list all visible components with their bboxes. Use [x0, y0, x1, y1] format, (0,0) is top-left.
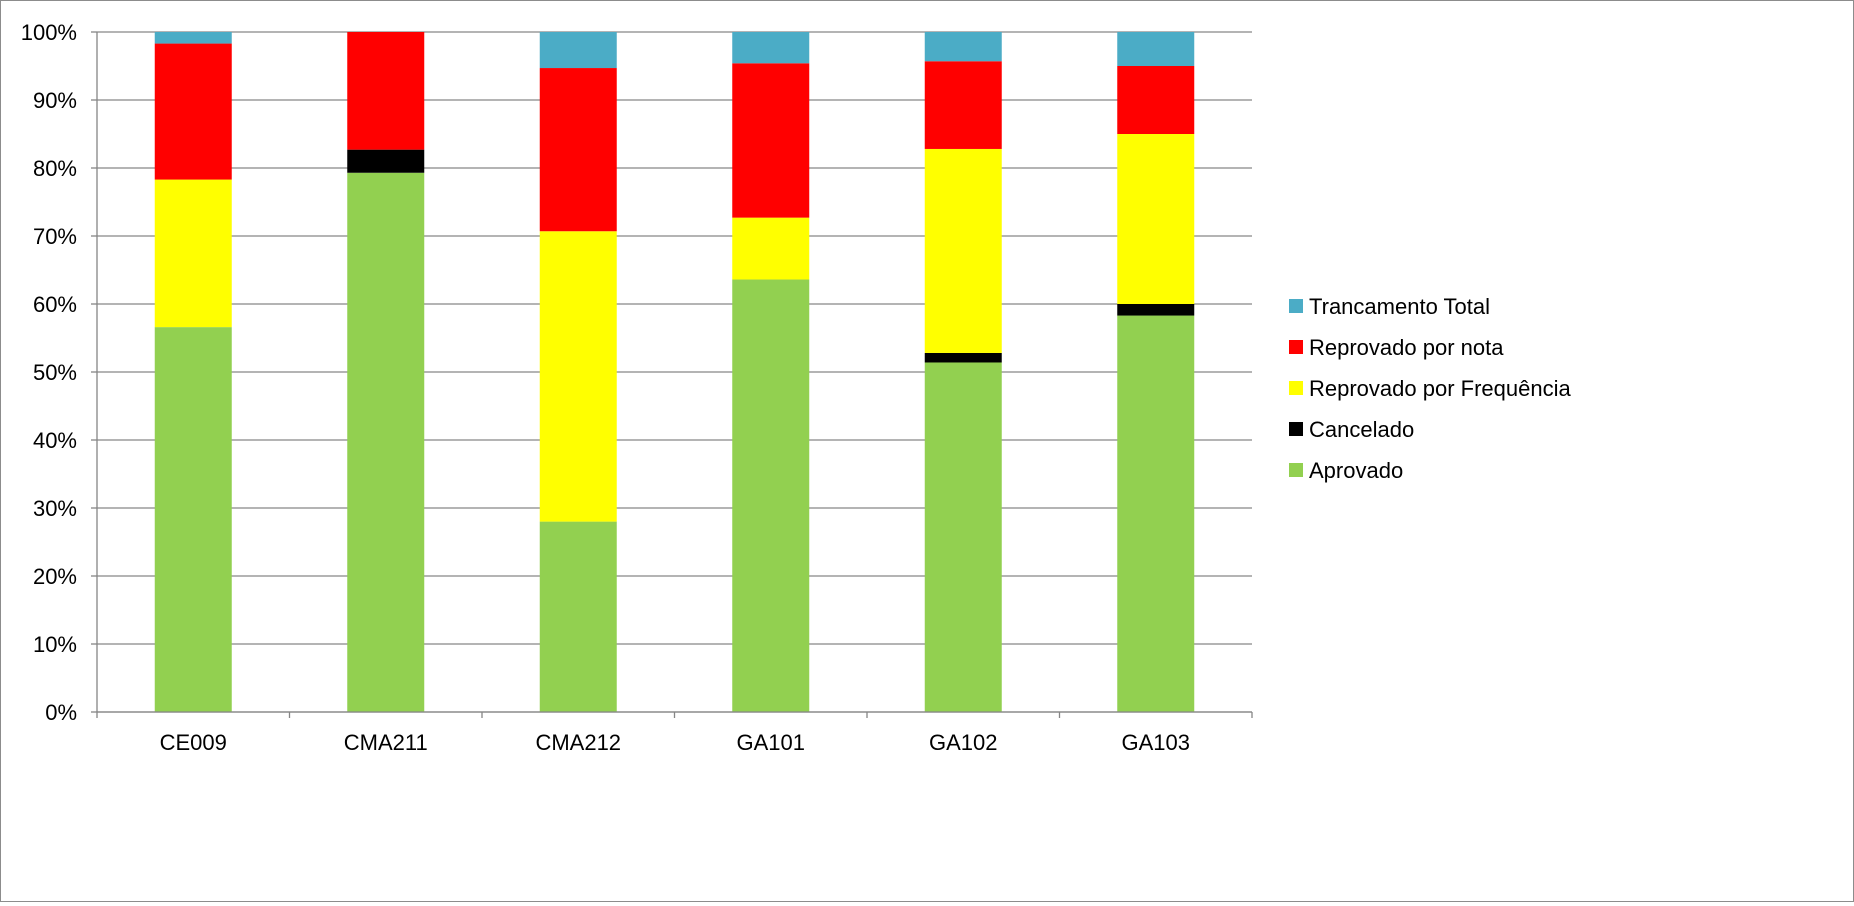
legend-swatch	[1289, 340, 1303, 354]
legend-label: Trancamento Total	[1309, 294, 1490, 319]
y-tick-label: 40%	[33, 428, 77, 453]
y-tick-label: 20%	[33, 564, 77, 589]
x-tick-label: CMA212	[535, 730, 621, 755]
legend-item-reprovado-por-frequencia: Reprovado por Frequência	[1289, 376, 1571, 401]
bars	[154, 32, 1195, 712]
x-tick-label: CMA211	[344, 730, 428, 755]
bar-segment-cancelado-ga103	[1117, 304, 1195, 316]
bar-segment-trancamento-total-ce009	[154, 32, 232, 44]
bar-segment-reprovado-por-nota-ga101	[732, 63, 810, 218]
bar-segment-reprovado-por-frequencia-ga103	[1117, 134, 1195, 304]
legend-item-cancelado: Cancelado	[1289, 417, 1414, 442]
x-tick-label: CE009	[160, 730, 227, 755]
bar-segment-reprovado-por-frequencia-cma212	[539, 231, 617, 522]
bar-segment-aprovado-ga101	[732, 279, 810, 712]
bar-segment-aprovado-cma211	[347, 172, 425, 712]
legend-item-aprovado: Aprovado	[1289, 458, 1403, 483]
bar-segment-aprovado-cma212	[539, 521, 617, 712]
gridlines	[97, 31, 1252, 713]
y-tick-label: 100%	[21, 20, 77, 45]
legend-label: Aprovado	[1309, 458, 1403, 483]
y-tick-label: 70%	[33, 224, 77, 249]
legend-item-reprovado-por-nota: Reprovado por nota	[1289, 335, 1504, 360]
legend-swatch	[1289, 463, 1303, 477]
y-tick-label: 10%	[33, 632, 77, 657]
axes: 0% 10% 20% 30% 40% 50% 60% 70% 80% 90% 100% CE009 CM…	[21, 20, 1253, 755]
y-tick-label: 60%	[33, 292, 77, 317]
bar-segment-reprovado-por-nota-cma212	[539, 68, 617, 232]
x-tick-label: GA102	[929, 730, 998, 755]
y-tick-label: 80%	[33, 156, 77, 181]
legend-label: Reprovado por Frequência	[1309, 376, 1571, 401]
y-tick-label: 30%	[33, 496, 77, 521]
legend-swatch	[1289, 299, 1303, 313]
x-tick-label: GA101	[737, 730, 806, 755]
bar-segment-trancamento-total-ga101	[732, 32, 810, 64]
bar-segment-aprovado-ga103	[1117, 315, 1195, 712]
y-tick-label: 50%	[33, 360, 77, 385]
y-tick-label: 90%	[33, 88, 77, 113]
bar-segment-trancamento-total-ga103	[1117, 32, 1195, 66]
bar-segment-reprovado-por-nota-ga103	[1117, 66, 1195, 134]
legend-swatch	[1289, 422, 1303, 436]
bar-segment-trancamento-total-cma212	[539, 32, 617, 69]
bar-segment-reprovado-por-nota-ga102	[924, 61, 1002, 149]
bar-segment-cancelado-ga102	[924, 352, 1002, 363]
bar-segment-aprovado-ce009	[154, 327, 232, 712]
bar-segment-reprovado-por-frequencia-ga101	[732, 217, 810, 280]
x-tick-label: GA103	[1122, 730, 1191, 755]
bar-segment-aprovado-ga102	[924, 362, 1002, 712]
bar-segment-reprovado-por-frequencia-ga102	[924, 148, 1002, 353]
bar-segment-reprovado-por-nota-cma211	[347, 32, 425, 150]
legend: Trancamento Total Reprovado por nota Repro…	[1289, 294, 1571, 483]
legend-label: Reprovado por nota	[1309, 335, 1504, 360]
bar-segment-reprovado-por-nota-ce009	[154, 43, 232, 180]
y-tick-label: 0%	[45, 700, 77, 725]
bar-segment-trancamento-total-ga102	[924, 32, 1002, 62]
bar-segment-cancelado-cma211	[347, 149, 425, 173]
legend-label: Cancelado	[1309, 417, 1414, 442]
bar-segment-reprovado-por-frequencia-ce009	[154, 179, 232, 328]
legend-item-trancamento-total: Trancamento Total	[1289, 294, 1490, 319]
legend-swatch	[1289, 381, 1303, 395]
